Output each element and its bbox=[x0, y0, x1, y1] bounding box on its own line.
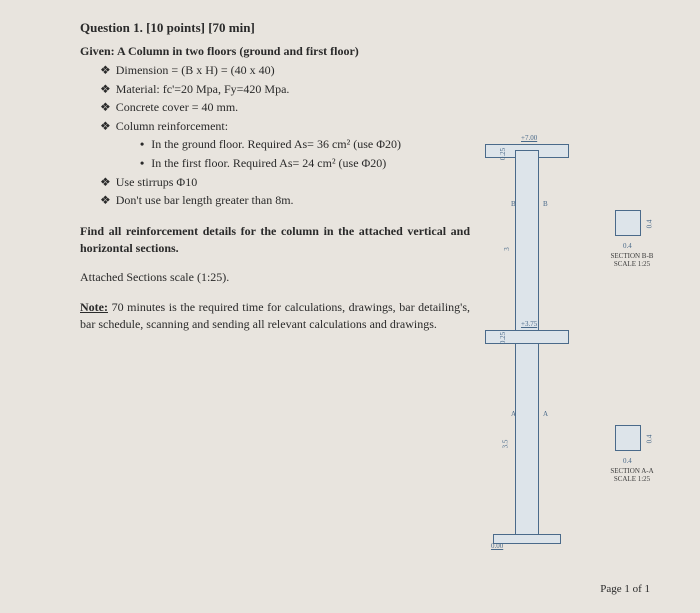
sub-bullet-first: In the first floor. Required As= 24 cm² … bbox=[140, 156, 470, 172]
note-body: 70 minutes is the required time for calc… bbox=[80, 300, 470, 331]
diagram-area: +7.00 +3.75 0.00 0.25 0.25 3 3.5 B B A A… bbox=[475, 150, 675, 570]
column-elevation bbox=[515, 150, 539, 540]
bullet-cover: Concrete cover = 40 mm. bbox=[100, 100, 470, 116]
level-top: +7.00 bbox=[521, 134, 537, 142]
section-bb-box bbox=[615, 210, 641, 236]
bullet-stirrups: Use stirrups Φ10 bbox=[100, 175, 470, 191]
bullet-reinforcement: Column reinforcement: bbox=[100, 119, 470, 135]
sub-bullet-ground: In the ground floor. Required As= 36 cm²… bbox=[140, 137, 470, 153]
bullet-barlength: Don't use bar length greater than 8m. bbox=[100, 193, 470, 209]
section-aa-label: SECTION A-A bbox=[607, 467, 657, 475]
dim-025-mid: 0.25 bbox=[499, 332, 507, 344]
section-aa-w: 0.4 bbox=[623, 457, 632, 465]
attached-text: Attached Sections scale (1:25). bbox=[80, 270, 470, 285]
level-bottom: 0.00 bbox=[491, 542, 503, 550]
dim-35: 3.5 bbox=[501, 440, 509, 449]
find-text: Find all reinforcement details for the c… bbox=[80, 223, 470, 257]
section-bb-h: 0.4 bbox=[645, 220, 653, 229]
dim-3: 3 bbox=[503, 247, 511, 251]
level-mid: +3.75 bbox=[521, 320, 537, 328]
marker-b-right: B bbox=[543, 200, 548, 208]
note-label: Note: bbox=[80, 300, 108, 314]
bullet-dimension: Dimension = (B x H) = (40 x 40) bbox=[100, 63, 470, 79]
dim-025-top: 0.25 bbox=[499, 148, 507, 160]
marker-a-right: A bbox=[543, 410, 548, 418]
section-bb-scale: SCALE 1:25 bbox=[607, 260, 657, 268]
section-aa-box bbox=[615, 425, 641, 451]
marker-b-left: B bbox=[511, 200, 516, 208]
question-title: Question 1. [10 points] [70 min] bbox=[80, 20, 470, 36]
note-text: Note: 70 minutes is the required time fo… bbox=[80, 299, 470, 333]
section-aa-h: 0.4 bbox=[645, 435, 653, 444]
mid-beam bbox=[485, 330, 569, 344]
bullet-material: Material: fc'=20 Mpa, Fy=420 Mpa. bbox=[100, 82, 470, 98]
section-bb-w: 0.4 bbox=[623, 242, 632, 250]
section-bb-label: SECTION B-B bbox=[607, 252, 657, 260]
marker-a-left: A bbox=[511, 410, 516, 418]
section-aa-scale: SCALE 1:25 bbox=[607, 475, 657, 483]
given-header: Given: A Column in two floors (ground an… bbox=[80, 44, 470, 59]
page-footer: Page 1 of 1 bbox=[600, 583, 650, 595]
